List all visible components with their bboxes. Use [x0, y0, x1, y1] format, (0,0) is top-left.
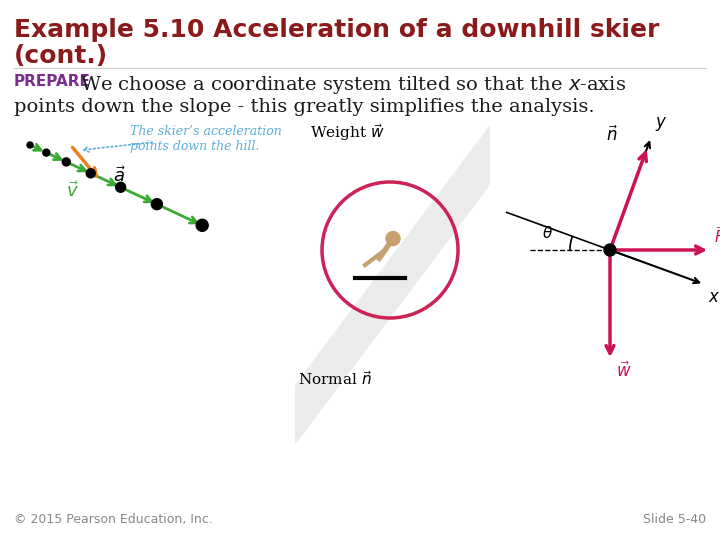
Text: $\vec{w}$: $\vec{w}$: [616, 362, 631, 381]
Text: Normal $\vec{n}$: Normal $\vec{n}$: [298, 370, 372, 388]
Circle shape: [151, 199, 163, 210]
Text: $y$: $y$: [655, 115, 667, 133]
Circle shape: [196, 219, 208, 231]
Text: Example 5.10 Acceleration of a downhill skier: Example 5.10 Acceleration of a downhill …: [14, 18, 660, 42]
Text: PREPARE: PREPARE: [14, 74, 91, 89]
Text: $\vec{a}$: $\vec{a}$: [113, 166, 125, 186]
Circle shape: [116, 183, 125, 192]
Text: $\vec{n}$: $\vec{n}$: [606, 125, 618, 145]
Text: Weight $\vec{w}$: Weight $\vec{w}$: [310, 122, 384, 143]
Circle shape: [42, 149, 50, 156]
Text: © 2015 Pearson Education, Inc.: © 2015 Pearson Education, Inc.: [14, 513, 212, 526]
Text: We choose a coordinate system tilted so that the $\it{x}$-axis: We choose a coordinate system tilted so …: [80, 74, 626, 96]
Circle shape: [62, 158, 71, 166]
Circle shape: [386, 232, 400, 246]
Circle shape: [86, 169, 95, 178]
Text: $\theta$: $\theta$: [542, 225, 553, 241]
Text: (cont.): (cont.): [14, 44, 108, 68]
Text: $\vec{F}_{\mathrm{net}}$: $\vec{F}_{\mathrm{net}}$: [714, 224, 720, 248]
Text: points down the slope - this greatly simplifies the analysis.: points down the slope - this greatly sim…: [14, 98, 595, 116]
Text: $x$: $x$: [708, 288, 720, 306]
Polygon shape: [295, 125, 490, 445]
Text: $\vec{v}$: $\vec{v}$: [66, 181, 79, 201]
Circle shape: [604, 244, 616, 256]
Circle shape: [27, 142, 33, 148]
Text: The skier’s acceleration
points down the hill.: The skier’s acceleration points down the…: [130, 125, 282, 153]
Text: Slide 5-40: Slide 5-40: [643, 513, 706, 526]
